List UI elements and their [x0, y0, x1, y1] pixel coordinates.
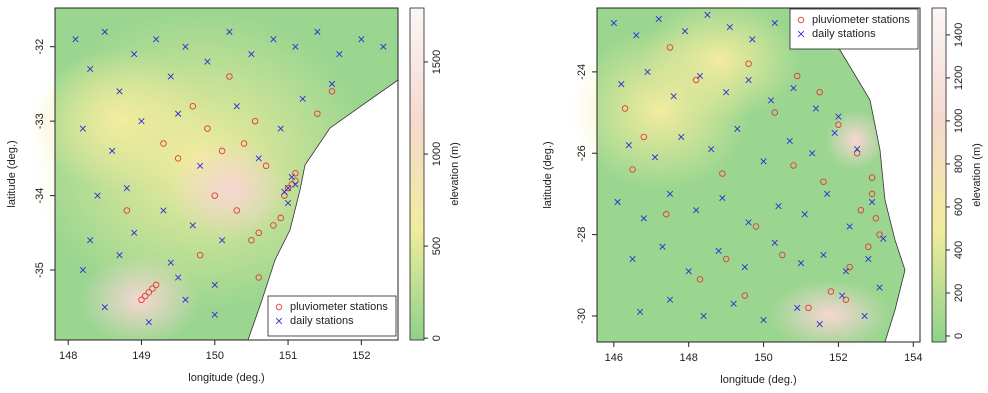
- x-axis-label: longitude (deg.): [720, 374, 796, 386]
- x-tick-label: 148: [680, 352, 698, 364]
- x-tick-label: 151: [279, 350, 297, 362]
- x-tick-label: 154: [904, 352, 922, 364]
- y-tick-label: -34: [34, 188, 46, 204]
- colorbar-tick-label: 400: [953, 241, 965, 259]
- colorbar-tick-label: 600: [953, 198, 965, 216]
- figure: 148 149 150 151 152 -35 -34 -33 -32 longitude (de…: [0, 0, 988, 388]
- colorbar-tick-label: 1500: [431, 50, 443, 74]
- colorbar-tick-label: 0: [431, 335, 443, 341]
- x-tick-label: 152: [829, 352, 847, 364]
- colorbar-tick-label: 1000: [431, 142, 443, 166]
- y-tick-label: -33: [34, 113, 46, 129]
- colorbar-tick-label: 1200: [953, 66, 965, 90]
- page: 148 149 150 151 152 -35 -34 -33 -32 longitude (de…: [0, 0, 988, 393]
- legend-label: daily stations: [290, 315, 354, 327]
- colorbar-tick-label: 500: [431, 237, 443, 255]
- colorbar: [410, 8, 424, 340]
- y-tick-label: -30: [576, 308, 588, 324]
- colorbar-label: elevation (m): [971, 143, 983, 207]
- x-tick-label: 146: [605, 352, 623, 364]
- colorbar-tick-label: 0: [953, 333, 965, 339]
- legend-label: pluviometer stations: [812, 14, 910, 26]
- x-axis-label: longitude (deg.): [188, 372, 264, 384]
- y-tick-label: -24: [576, 64, 588, 80]
- y-tick-label: -35: [34, 262, 46, 278]
- y-axis-label: latitude (deg.): [6, 140, 18, 207]
- x-tick-label: 150: [754, 352, 772, 364]
- y-tick-label: -26: [576, 145, 588, 161]
- y-tick-label: -32: [34, 39, 46, 55]
- colorbar-tick-label: 800: [953, 155, 965, 173]
- colorbar-label: elevation (m): [449, 142, 461, 206]
- colorbar: [932, 8, 946, 342]
- terrain-right: [570, 0, 920, 350]
- terrain-left: [30, 8, 398, 345]
- colorbar-tick-label: 200: [953, 284, 965, 302]
- x-tick-label: 152: [352, 350, 370, 362]
- colorbar-tick-label: 1000: [953, 109, 965, 133]
- x-tick-label: 149: [132, 350, 150, 362]
- colorbar-tick-label: 1400: [953, 23, 965, 47]
- legend-label: daily stations: [812, 28, 876, 40]
- x-tick-label: 150: [206, 350, 224, 362]
- y-tick-label: -28: [576, 227, 588, 243]
- y-axis-label: latitude (deg.): [542, 141, 554, 208]
- x-tick-label: 148: [59, 350, 77, 362]
- legend-label: pluviometer stations: [290, 301, 388, 313]
